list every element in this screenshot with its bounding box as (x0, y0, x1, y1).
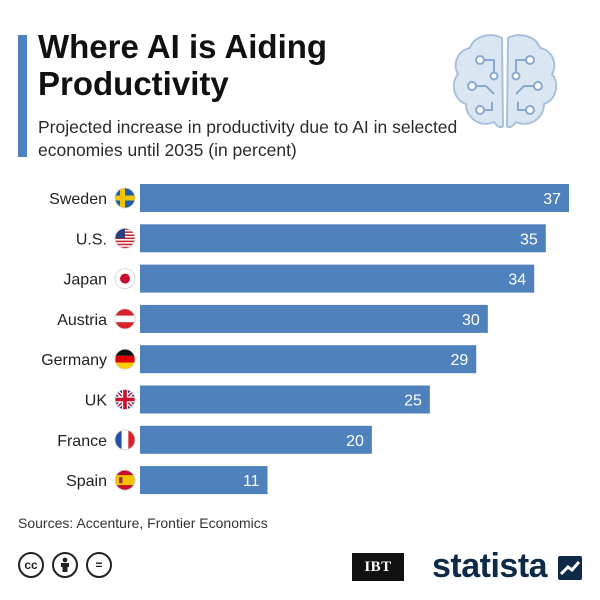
bar (140, 466, 268, 495)
data-label: 25 (404, 393, 422, 410)
data-label: 30 (462, 312, 480, 329)
france-flag-icon (114, 429, 136, 451)
spain-flag-icon (114, 469, 136, 491)
sweden-flag-icon (114, 187, 136, 209)
bar-row: U.S. 35 (76, 224, 546, 253)
category-label: Japan (63, 272, 107, 289)
bar-chart: Sweden 37 U.S. 35 Japan 34 Austria 30 Germany 29 U… (41, 184, 569, 495)
category-label: Germany (41, 352, 107, 369)
chart-subtitle: Projected increase in productivity due t… (38, 117, 458, 160)
sources-note: Sources: Accenture, Frontier Economics (18, 515, 268, 531)
category-label: Spain (66, 473, 107, 490)
cc-icon[interactable]: cc (18, 552, 44, 578)
japan-flag-icon (114, 268, 136, 289)
category-label: UK (85, 393, 108, 410)
statista-mark-icon (558, 556, 582, 580)
data-label: 11 (243, 473, 260, 490)
brain-circuit-icon (452, 34, 558, 129)
bar (140, 425, 372, 454)
bar-row: France 20 (57, 425, 372, 454)
bar (140, 345, 477, 374)
bar (140, 184, 569, 212)
data-label: 37 (543, 191, 561, 208)
austria-flag-icon (114, 308, 136, 330)
category-label: U.S. (76, 231, 107, 248)
uk-flag-icon (114, 389, 136, 410)
statista-logo[interactable]: statista (432, 547, 548, 585)
bar-row: Austria 30 (57, 304, 488, 333)
germany-flag-icon (114, 348, 136, 370)
category-label: France (57, 433, 107, 450)
bar (140, 385, 430, 414)
bar-row: Germany 29 (41, 345, 477, 374)
bar-row: Japan 34 (63, 264, 535, 293)
bar-row: Sweden 37 (49, 184, 569, 212)
chart-title: Where AI is Aiding Productivity (38, 28, 328, 102)
bar-row: Spain 11 (66, 466, 268, 495)
attribution-icon[interactable] (52, 552, 78, 578)
license-icons: cc = (18, 552, 112, 578)
data-label: 34 (508, 272, 526, 289)
ibt-logo[interactable]: IBT (352, 553, 404, 581)
data-label: 29 (450, 352, 468, 369)
bar (140, 304, 488, 333)
data-label: 35 (520, 231, 538, 248)
accent-bar (18, 35, 27, 157)
category-label: Austria (57, 312, 107, 329)
bar (140, 224, 546, 253)
category-label: Sweden (49, 191, 107, 208)
bar-row: UK 25 (85, 385, 430, 414)
data-label: 20 (346, 433, 364, 450)
no-derivatives-icon[interactable]: = (86, 552, 112, 578)
us-flag-icon (114, 227, 136, 249)
bar (140, 264, 535, 293)
